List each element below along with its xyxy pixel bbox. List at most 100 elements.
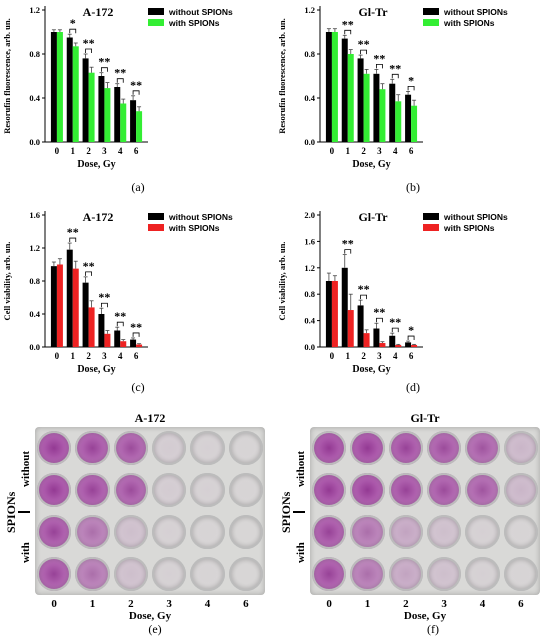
bar-with-1	[347, 310, 354, 347]
x-tick-label: 4	[118, 146, 123, 156]
dose-tick: 4	[479, 598, 486, 610]
photo-title: A-172	[134, 411, 166, 425]
significance-marker: **	[342, 17, 354, 31]
bar-without-1	[66, 37, 73, 142]
well	[228, 556, 263, 592]
bar-without-1	[66, 249, 73, 347]
bar-with-3	[379, 89, 386, 142]
y-axis-label: Resorufin fluorescence, arb. un.	[2, 18, 12, 134]
bar-without-2	[82, 282, 89, 347]
well	[503, 514, 538, 550]
well	[37, 472, 72, 508]
bar-with-6	[411, 345, 418, 347]
chart-title: A-172	[83, 5, 114, 19]
bar-with-3	[104, 333, 111, 347]
bar-without-6	[130, 100, 137, 142]
well	[312, 556, 347, 592]
bar-without-0	[325, 281, 332, 347]
significance-marker: **	[83, 259, 95, 273]
well	[388, 430, 423, 466]
dose-tick: 0	[326, 598, 332, 610]
chart-title: A-172	[83, 210, 114, 224]
legend-swatch	[148, 213, 164, 220]
bar-without-4	[389, 83, 396, 142]
bar-without-4	[389, 335, 396, 347]
significance-marker: **	[98, 290, 110, 304]
bar-with-4	[120, 103, 127, 142]
well	[312, 514, 347, 550]
significance-bracket	[391, 327, 399, 333]
significance-marker: **	[130, 78, 142, 92]
x-axis-label: Dose, Gy	[352, 159, 390, 170]
significance-marker: **	[342, 237, 354, 251]
significance-bracket	[391, 73, 399, 79]
x-tick-label: 1	[346, 146, 351, 156]
y-tick-label: 0.8	[304, 49, 315, 59]
bar-with-3	[379, 343, 386, 347]
significance-marker: *	[408, 323, 414, 337]
bar-without-4	[114, 87, 121, 142]
dose-tick: 6	[518, 598, 524, 610]
well	[350, 430, 385, 466]
significance-marker: *	[70, 16, 76, 30]
bar-with-2	[363, 333, 370, 347]
row-label-with: with	[295, 542, 307, 563]
well	[312, 430, 347, 466]
dose-axis-label: Dose, Gy	[128, 610, 172, 622]
x-tick-label: 2	[361, 351, 366, 361]
well	[350, 556, 385, 592]
legend-swatch	[148, 224, 164, 231]
well	[75, 430, 110, 466]
legend-label: without SPIONs	[443, 212, 508, 222]
bar-without-2	[357, 305, 364, 347]
well	[503, 430, 538, 466]
bar-with-0	[331, 32, 338, 142]
chart-panel-c: Cell viability, arb. un. 0.0 0.4 0.8 1.2 1.6 0…	[0, 205, 275, 375]
x-tick-label: 0	[55, 146, 60, 156]
bar-without-3	[98, 314, 105, 347]
x-tick-label: 1	[71, 351, 76, 361]
chart-panel-a: Resorufin fluorescence, arb. un. 0.0 0.4 0.…	[0, 0, 275, 170]
y-tick-label: 0.0	[304, 137, 315, 147]
row-separator	[293, 511, 305, 513]
significance-bracket	[407, 86, 415, 91]
significance-bracket	[132, 332, 140, 337]
bar-with-0	[56, 264, 63, 347]
row-label-with: with	[20, 542, 32, 563]
significance-marker: *	[408, 73, 414, 87]
y-tick-label: 1.2	[304, 5, 315, 15]
legend-label: with SPIONs	[168, 18, 220, 28]
significance-marker: **	[373, 51, 385, 65]
dose-axis-label: Dose, Gy	[403, 610, 447, 622]
legend-swatch	[148, 8, 164, 15]
well-plate	[35, 427, 265, 595]
bar-without-2	[82, 58, 89, 142]
y-tick-label: 1.6	[304, 236, 315, 246]
row-group-label: SPIONs	[279, 491, 293, 533]
dose-tick: 2	[403, 598, 409, 610]
dose-tick: 0	[51, 598, 57, 610]
significance-bracket	[85, 271, 92, 276]
dose-tick: 3	[166, 598, 172, 610]
x-tick-label: 1	[346, 351, 351, 361]
significance-bracket	[69, 237, 77, 243]
well	[465, 514, 500, 550]
significance-bracket	[344, 249, 352, 254]
well	[350, 472, 385, 508]
row-group-label: SPIONs	[4, 491, 18, 533]
well	[388, 514, 423, 550]
well	[350, 514, 385, 550]
chart-panel-d: Cell viability, arb. un. 0.0 0.4 0.8 1.2 1.6 2…	[275, 205, 550, 375]
x-tick-label: 4	[393, 146, 398, 156]
dose-tick: 2	[128, 598, 134, 610]
bar-without-3	[98, 76, 105, 142]
bar-without-1	[341, 267, 348, 347]
significance-bracket	[116, 78, 124, 83]
significance-marker: **	[358, 37, 370, 51]
significance-bracket	[376, 317, 383, 323]
x-tick-label: 6	[134, 146, 139, 156]
bar-with-6	[411, 105, 418, 142]
x-tick-label: 3	[377, 146, 382, 156]
photo-panel-e: A-172 SPIONs without with 0 1 2 3 4 6 Dose, Gy	[0, 405, 275, 622]
y-tick-label: 0.8	[29, 276, 40, 286]
